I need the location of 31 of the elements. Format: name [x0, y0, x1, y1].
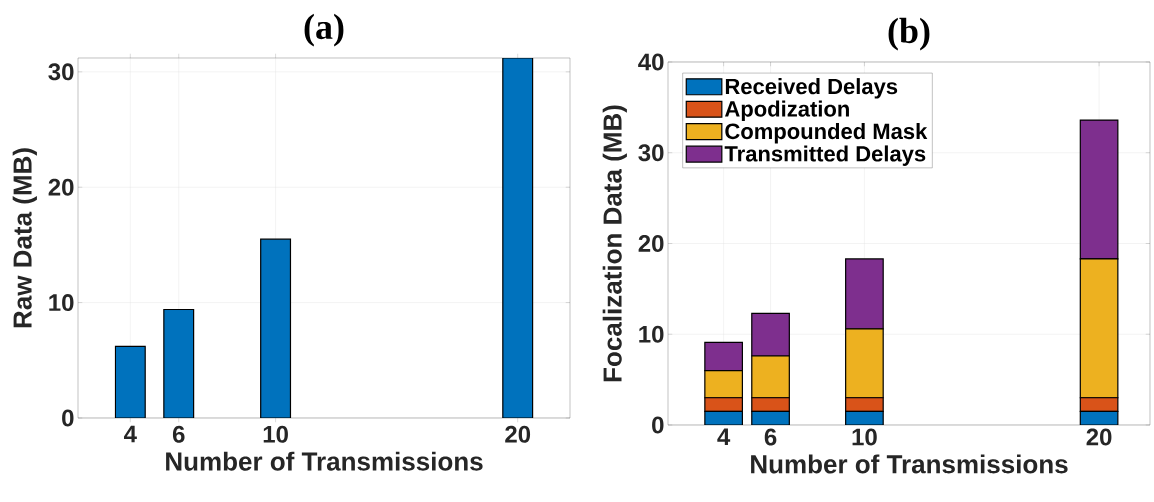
- x-tick-label: 4: [124, 425, 137, 443]
- y-tick-label: 10: [639, 325, 664, 343]
- x-tick-label: 4: [717, 428, 731, 446]
- y-axis-title: Raw Data (MB): [12, 148, 37, 328]
- x-axis-title: Number of Transmissions: [751, 454, 1068, 474]
- y-tick-label: 30: [48, 63, 74, 81]
- chart-title: (a): [304, 13, 344, 47]
- legend-label: Compounded Mask: [725, 122, 928, 144]
- x-tick-label: 20: [1086, 428, 1112, 446]
- bar: [502, 57, 534, 418]
- bar: [260, 238, 292, 418]
- y-tick-label: 30: [638, 144, 664, 162]
- y-tick-label: 20: [638, 235, 664, 252]
- legend-label: Received Delays: [725, 78, 898, 99]
- y-tick-label: 40: [638, 53, 664, 71]
- y-tick-label: 0: [652, 416, 664, 434]
- x-tick-label: 6: [172, 425, 185, 443]
- x-tick-label: 20: [505, 425, 531, 443]
- x-tick-label: 6: [764, 428, 777, 446]
- bar: [163, 308, 195, 418]
- y-tick-label: 10: [49, 294, 74, 312]
- chart-title: (b): [888, 17, 930, 51]
- x-tick-label: 10: [263, 425, 288, 443]
- y-tick-label: 20: [48, 178, 74, 196]
- x-axis-title: Number of Transmissions: [166, 451, 483, 471]
- y-axis-title: Focalization Data (MB): [602, 105, 627, 382]
- legend-label: Apodization: [724, 100, 849, 122]
- bar: [114, 345, 146, 418]
- x-tick-label: 10: [852, 428, 877, 446]
- y-tick-label: 0: [62, 409, 74, 427]
- legend-label: Transmitted Delays: [724, 145, 926, 166]
